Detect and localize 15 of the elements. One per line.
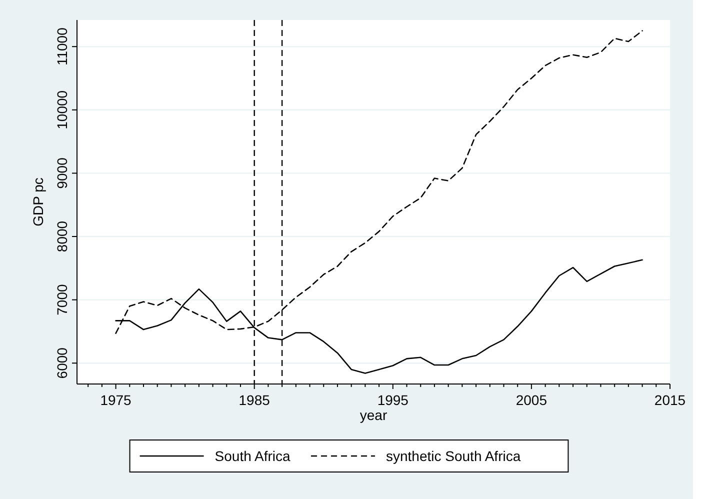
x-axis-title: year (360, 407, 388, 423)
y-tick-label: 7000 (54, 284, 70, 316)
x-tick-label: 2015 (654, 392, 686, 408)
y-tick-label: 8000 (54, 220, 70, 252)
x-tick-label: 1995 (377, 392, 409, 408)
y-tick-label: 10000 (54, 90, 70, 130)
legend-label: South Africa (214, 448, 291, 464)
x-tick-label: 1975 (100, 392, 132, 408)
y-axis-title: GDP pc (30, 178, 46, 226)
x-tick-label: 1985 (238, 392, 270, 408)
x-tick-label: 2005 (516, 392, 548, 408)
y-tick-label: 11000 (54, 27, 70, 66)
y-tick-label: 6000 (54, 347, 70, 379)
y-tick-label: 9000 (54, 157, 70, 189)
legend-label: synthetic South Africa (386, 448, 521, 464)
